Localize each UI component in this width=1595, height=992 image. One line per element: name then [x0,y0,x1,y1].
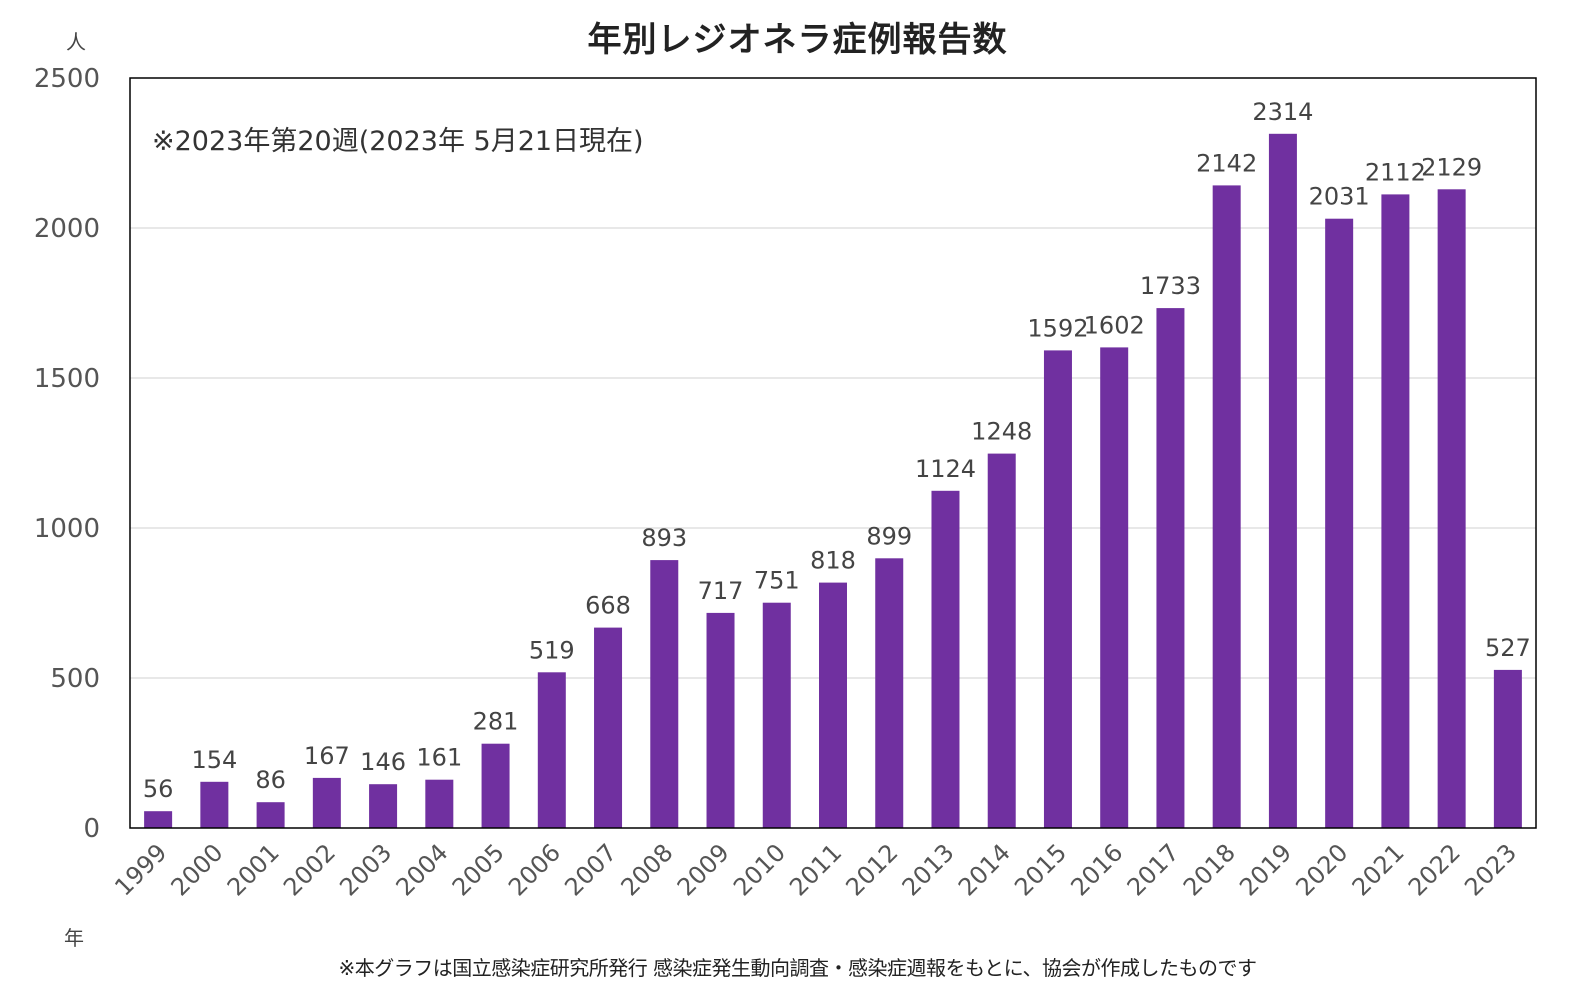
bar [650,560,679,828]
data-label: 2129 [1421,153,1482,181]
chart-footnote: ※本グラフは国立感染症研究所発行 感染症発生動向調査・感染症週報をもとに、協会が… [338,956,1257,980]
bar [987,453,1016,828]
x-tick-label: 2017 [1122,838,1185,901]
data-label: 146 [360,748,406,776]
data-label: 899 [866,522,912,550]
data-label: 668 [585,592,631,620]
x-tick-label: 2002 [278,838,341,901]
y-axis-unit: 人 [66,30,86,54]
x-tick-label: 2006 [503,838,566,901]
data-label: 2112 [1365,158,1426,186]
data-label: 161 [416,744,462,772]
x-tick-label: 1999 [109,838,172,901]
x-tick-label: 2023 [1459,838,1522,901]
bar [312,777,341,828]
y-tick-label: 500 [50,664,100,694]
plot-area-frame [129,77,1537,829]
data-label: 1124 [915,455,976,483]
y-axis: 0 500 1000 1500 2000 2500 [34,64,100,844]
x-tick-label: 2022 [1403,838,1466,901]
data-labels: 56 154 86 167 146 161 281 519 668 893 717 751 818 899… [143,98,1531,803]
x-tick-label: 2003 [334,838,397,901]
x-tick-label: 2001 [222,838,285,901]
bar [425,779,454,828]
bar [1268,133,1297,829]
bar [1043,350,1072,828]
x-tick-label: 2012 [840,838,903,901]
bar [481,743,510,828]
bar [1381,194,1410,828]
data-label: 1592 [1027,314,1088,342]
y-tick-label: 0 [83,814,100,844]
bar [594,627,623,828]
y-tick-label: 1500 [34,364,100,394]
x-tick-label: 2011 [784,838,847,901]
bar [706,612,735,828]
bar [819,582,847,828]
x-tick-label: 2019 [1234,838,1297,901]
data-label: 717 [698,577,744,605]
y-tick-label: 2000 [34,214,100,244]
data-label: 751 [754,567,800,595]
bar [1156,308,1185,829]
data-label: 527 [1485,634,1531,662]
x-tick-label: 2010 [728,838,791,901]
data-label: 281 [473,708,519,736]
bar [1100,347,1129,828]
data-label: 519 [529,636,575,664]
x-tick-label: 2014 [953,838,1016,901]
x-axis-unit: 年 [64,926,84,950]
data-label: 1248 [971,418,1032,446]
bar [875,558,904,828]
bar [369,784,398,828]
x-axis: 1999200020012002200320042005200620072008… [109,838,1522,901]
data-label: 86 [255,766,286,794]
x-tick-label: 2013 [897,838,960,901]
data-label: 2314 [1252,98,1313,126]
x-tick-label: 2007 [559,838,622,901]
data-label: 56 [143,775,174,803]
x-tick-label: 2018 [1178,838,1241,901]
x-tick-label: 2000 [166,838,229,901]
data-label: 154 [191,746,237,774]
bar [256,802,285,828]
y-tick-label: 1000 [34,514,100,544]
x-tick-label: 2021 [1347,838,1410,901]
x-tick-label: 2005 [447,838,510,901]
x-tick-label: 2004 [391,838,454,901]
x-tick-label: 2009 [672,838,735,901]
bar [1493,669,1522,828]
chart-annotation: ※2023年第20週(2023年 5月21日現在) [152,126,644,157]
y-tick-label: 2500 [34,64,100,94]
bar [931,490,960,828]
x-tick-label: 2020 [1290,838,1353,901]
x-tick-label: 2015 [1009,838,1072,901]
data-label: 818 [810,547,856,575]
chart-title: 年別レジオネラ症例報告数 [587,20,1008,60]
data-label: 893 [641,524,687,552]
data-label: 167 [304,742,350,770]
bar [762,602,791,828]
data-label: 2031 [1309,183,1370,211]
data-label: 1733 [1140,272,1201,300]
bar [1325,218,1354,828]
bar [537,672,566,828]
bars [144,133,1522,829]
bar [144,811,173,828]
bar [200,781,229,828]
bar [1212,185,1241,828]
bar [1437,189,1466,829]
data-label: 1602 [1084,311,1145,339]
x-tick-label: 2016 [1065,838,1128,901]
x-tick-label: 2008 [616,838,679,901]
data-label: 2142 [1196,149,1257,177]
